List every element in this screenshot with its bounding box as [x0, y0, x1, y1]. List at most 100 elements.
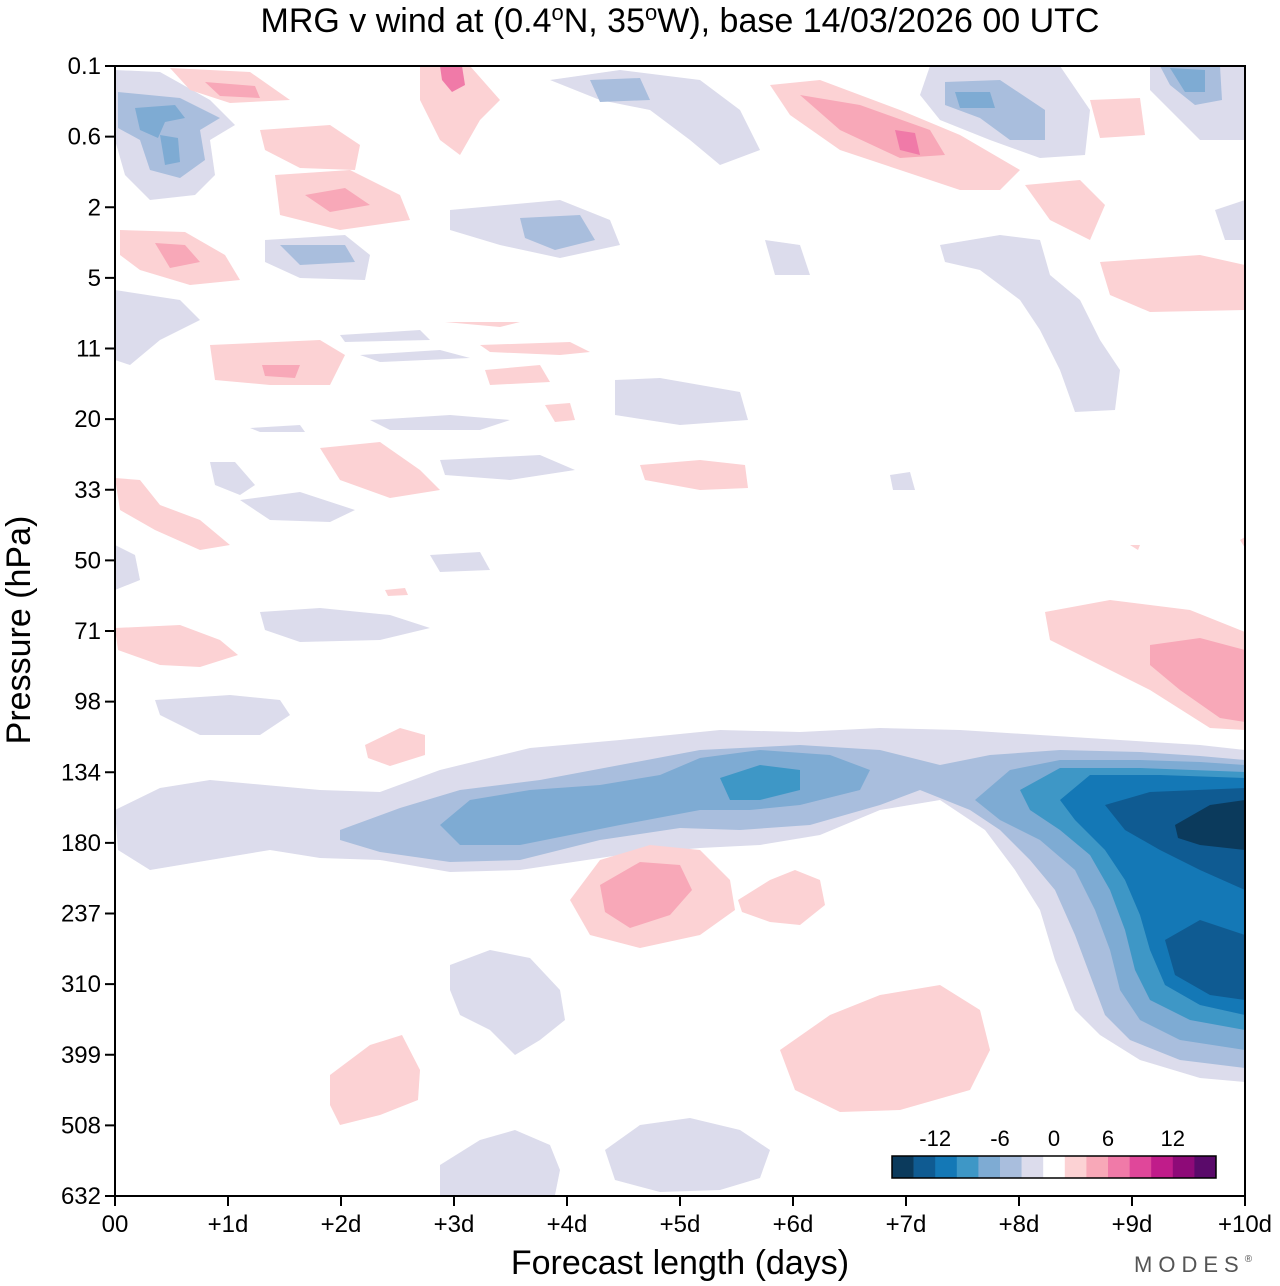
- contour-pos-26: [115, 625, 238, 667]
- contour-pos-14: [1025, 180, 1105, 240]
- y-tick-label: 180: [61, 830, 101, 857]
- contour-neg-8: [520, 215, 595, 250]
- x-tick-label: +7d: [886, 1211, 927, 1238]
- contour-pos-12: [895, 130, 920, 155]
- contour-neg-25: [250, 425, 305, 432]
- contour-band-level6b: [1165, 920, 1245, 1000]
- colorbar-label: 0: [1048, 1126, 1060, 1151]
- y-axis: 0.1 0.6 2 5 11 20 33 50 71 98 134 180 237 310 399 508 63…: [61, 53, 115, 1210]
- brand-logo: MODES®: [1134, 1252, 1258, 1277]
- contour-neg-28: [240, 492, 355, 522]
- x-tick-label: +5d: [660, 1211, 701, 1238]
- contour-neg-33: [155, 695, 290, 735]
- y-tick-label: 310: [61, 971, 101, 998]
- colorbar-swatch: [1086, 1156, 1109, 1178]
- contour-neg-9: [550, 70, 760, 165]
- contour-field: [115, 66, 1245, 1195]
- chart-title: MRG v wind at (0.4oN, 35oW), base 14/03/…: [261, 0, 1100, 40]
- contour-neg-32: [260, 608, 430, 642]
- colorbar-swatch: [1043, 1156, 1066, 1178]
- y-tick-label: 11: [76, 336, 101, 363]
- contour-neg-23: [360, 350, 470, 362]
- y-tick-label: 632: [61, 1183, 101, 1210]
- contour-neg-29: [890, 472, 915, 490]
- contour-pos-13: [1090, 98, 1145, 138]
- y-tick-label: 0.1: [68, 53, 101, 80]
- contour-pos-27: [365, 728, 425, 766]
- contour-pos-33: [600, 862, 692, 928]
- colorbar-swatch: [1064, 1156, 1087, 1178]
- contour-neg-10: [590, 78, 650, 102]
- y-tick-label: 98: [74, 689, 101, 716]
- contour-pos-23: [640, 460, 748, 490]
- y-tick-label: 0.6: [68, 124, 101, 151]
- contour-neg-13: [955, 92, 995, 108]
- contour-band-level4a: [720, 765, 800, 800]
- x-tick-label: +1d: [208, 1211, 249, 1238]
- contour-neg-22: [340, 330, 430, 342]
- contour-neg-30: [115, 545, 140, 590]
- contour-pos-31: [1240, 537, 1245, 548]
- contour-neg-18: [1215, 200, 1245, 240]
- colorbar-swatch: [1172, 1156, 1195, 1178]
- contour-pos-16: [210, 340, 345, 385]
- contour-pos-2: [205, 82, 260, 98]
- contour-neg-17: [940, 235, 1120, 412]
- contour-pos-17: [262, 365, 300, 378]
- colorbar-label: -6: [990, 1126, 1010, 1151]
- y-tick-label: 20: [74, 406, 101, 433]
- y-tick-label: 508: [61, 1112, 101, 1139]
- contour-pos-24: [115, 478, 230, 550]
- y-tick-label: 71: [74, 618, 101, 645]
- contour-neg-26: [440, 455, 575, 480]
- contour-pos-35: [780, 985, 990, 1112]
- colorbar-swatch: [956, 1156, 979, 1178]
- contour-pos-25: [385, 588, 408, 596]
- contour-pos-30: [1130, 545, 1140, 550]
- contour-neg-20: [115, 290, 200, 365]
- x-tick-label: +9d: [1112, 1211, 1153, 1238]
- contour-neg-3: [135, 105, 185, 138]
- y-tick-label: 399: [61, 1042, 101, 1069]
- colorbar-label: -12: [919, 1126, 951, 1151]
- colorbar-label: 12: [1161, 1126, 1185, 1151]
- contour-neg-35: [440, 1130, 560, 1195]
- colorbar-swatch: [978, 1156, 1001, 1178]
- x-tick-label: +8d: [999, 1211, 1040, 1238]
- contour-neg-21: [615, 378, 748, 425]
- y-tick-label: 33: [74, 477, 101, 504]
- contour-pos-34: [738, 870, 825, 925]
- colorbar-swatch: [1129, 1156, 1152, 1178]
- x-tick-label: +2d: [321, 1211, 362, 1238]
- x-axis-label: Forecast length (days): [511, 1244, 849, 1282]
- contour-neg-4: [160, 135, 180, 165]
- contour-pos-9: [155, 243, 200, 268]
- contour-pos-5: [260, 125, 360, 170]
- contour-pos-36: [330, 1035, 420, 1125]
- y-tick-label: 50: [74, 547, 101, 574]
- colorbar: -12 -6 0 6 12: [891, 1126, 1217, 1179]
- y-tick-label: 237: [61, 901, 101, 928]
- colorbar-swatch: [913, 1156, 936, 1178]
- contour-neg-27: [210, 462, 255, 495]
- contour-neg-36: [605, 1118, 770, 1192]
- contour-band-level7: [1175, 800, 1245, 850]
- contour-pos-18: [480, 342, 590, 355]
- contour-neg-6: [280, 245, 355, 265]
- contour-pos-22: [320, 442, 440, 498]
- contour-pos-21: [545, 403, 575, 422]
- y-axis-label: Pressure (hPa): [0, 516, 38, 745]
- x-tick-label: +10d: [1218, 1211, 1272, 1238]
- contour-pos-20: [445, 322, 520, 327]
- x-tick-label: 00: [102, 1211, 129, 1238]
- colorbar-swatch: [1194, 1156, 1217, 1178]
- colorbar-swatch: [892, 1156, 914, 1178]
- colorbar-swatch: [935, 1156, 958, 1178]
- colorbar-frame: [891, 1155, 1217, 1179]
- y-tick-label: 2: [88, 194, 101, 221]
- x-tick-label: +4d: [547, 1211, 588, 1238]
- colorbar-swatch: [1108, 1156, 1130, 1178]
- contour-neg-24: [370, 415, 510, 430]
- contour-pos-19: [485, 365, 550, 385]
